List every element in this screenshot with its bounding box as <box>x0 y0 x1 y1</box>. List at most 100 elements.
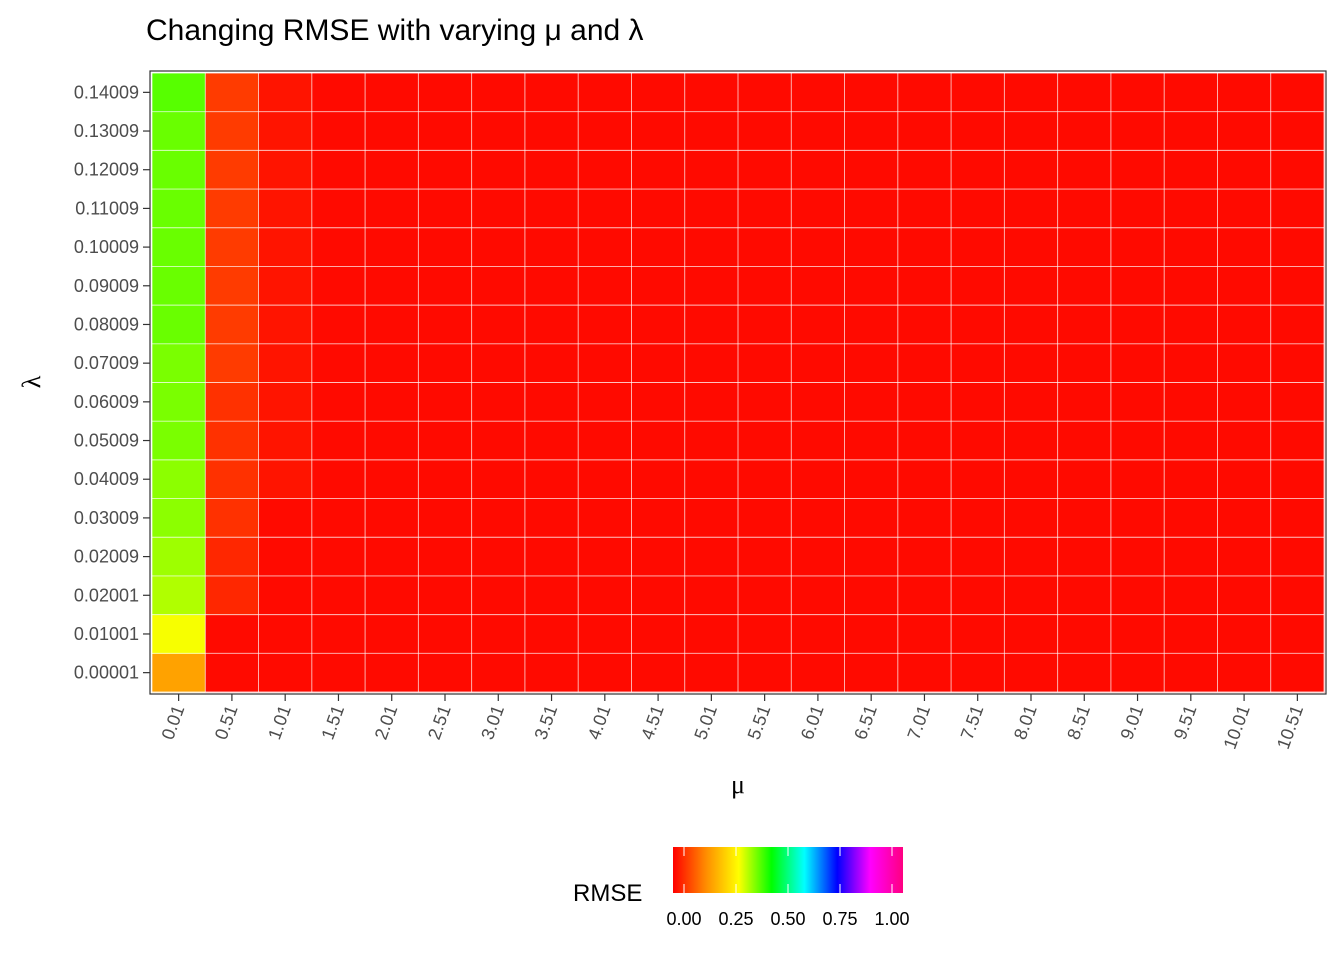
heatmap-cell <box>365 305 419 345</box>
heatmap-cell <box>897 537 952 577</box>
heatmap-cell <box>684 653 739 693</box>
heatmap-cell <box>738 111 792 151</box>
heatmap-cell <box>365 227 419 267</box>
heatmap-cell <box>471 227 526 267</box>
heatmap-cell <box>1217 653 1272 693</box>
heatmap-cell <box>1217 305 1272 345</box>
heatmap-cell <box>1004 382 1059 422</box>
heatmap-cell <box>1270 459 1325 500</box>
heatmap-cell <box>418 73 473 113</box>
heatmap-cell <box>258 150 313 190</box>
heatmap-cell <box>1270 537 1325 577</box>
heatmap-cell <box>844 459 899 500</box>
heatmap-cell <box>1004 421 1059 461</box>
heatmap-cell <box>1057 653 1112 693</box>
chart-title: Changing RMSE with varying μ and λ <box>146 14 644 47</box>
heatmap-cell <box>791 266 846 306</box>
heatmap-cell <box>258 382 313 422</box>
heatmap-cell <box>1057 614 1112 654</box>
legend-tick-label: 0.75 <box>822 909 857 929</box>
x-tick-label: 3.51 <box>531 703 562 743</box>
heatmap-cell <box>524 189 579 229</box>
heatmap-cell <box>311 227 366 267</box>
heatmap-cell <box>524 421 579 461</box>
heatmap-cell <box>1217 227 1272 267</box>
heatmap-cell <box>1164 111 1218 151</box>
heatmap-cell <box>578 305 632 345</box>
heatmap-cell <box>524 111 579 151</box>
heatmap-cell <box>897 227 952 267</box>
x-tick-label: 4.51 <box>637 703 668 743</box>
heatmap-cell <box>1004 227 1059 267</box>
heatmap-cell <box>631 111 686 151</box>
heatmap-cell <box>631 382 686 422</box>
heatmap-cell <box>152 227 206 267</box>
heatmap-cell <box>1004 189 1059 229</box>
heatmap-cell <box>684 305 739 345</box>
heatmap-cell <box>311 150 366 190</box>
heatmap-cell <box>258 575 313 616</box>
heatmap-cell <box>791 614 846 654</box>
heatmap-cell <box>738 653 792 693</box>
heatmap-cell <box>844 498 899 538</box>
heatmap-cell <box>152 111 206 151</box>
heatmap-cell <box>1164 266 1218 306</box>
heatmap-cell <box>1164 227 1218 267</box>
heatmap-cell <box>152 421 206 461</box>
grid-lines <box>151 72 1325 693</box>
heatmap-cell <box>311 343 366 383</box>
heatmap-cell <box>205 575 260 616</box>
heatmap-cell <box>418 343 473 383</box>
heatmap-cell <box>631 73 686 113</box>
heatmap-cell <box>738 266 792 306</box>
heatmap-cell <box>951 266 1005 306</box>
heatmap-cell <box>951 459 1005 500</box>
x-tick-label: 7.01 <box>903 703 934 743</box>
heatmap-cell <box>524 575 579 616</box>
heatmap-cell <box>152 73 206 113</box>
heatmap-cell <box>791 305 846 345</box>
heatmap-cell <box>152 653 206 693</box>
heatmap-cell <box>897 653 952 693</box>
heatmap-cell <box>1110 421 1165 461</box>
heatmap-cell <box>631 343 686 383</box>
heatmap-cell <box>631 421 686 461</box>
heatmap-cell <box>418 305 473 345</box>
heatmap-cell <box>578 653 632 693</box>
y-axis-ticks: 0.00001 0.01001 0.02001 0.02009 0.03009 0.040… <box>74 82 150 683</box>
heatmap-cell <box>1110 653 1165 693</box>
heatmap-cell <box>471 459 526 500</box>
heatmap-cell <box>1270 266 1325 306</box>
heatmap-cell <box>738 575 792 616</box>
heatmap-cell <box>1110 343 1165 383</box>
heatmap-cell <box>738 614 792 654</box>
heatmap-cell <box>258 189 313 229</box>
heatmap-cell <box>205 266 260 306</box>
heatmap-cell <box>791 575 846 616</box>
heatmap-cell <box>1217 614 1272 654</box>
heatmap-cell <box>1270 498 1325 538</box>
heatmap-cell <box>471 575 526 616</box>
heatmap-cell <box>791 189 846 229</box>
heatmap-cell <box>684 575 739 616</box>
heatmap-cell <box>365 343 419 383</box>
heatmap-cell <box>1110 382 1165 422</box>
heatmap-cell <box>1217 575 1272 616</box>
heatmap-cell <box>684 189 739 229</box>
heatmap-cell <box>1217 343 1272 383</box>
heatmap-cell <box>578 382 632 422</box>
heatmap-cell <box>684 343 739 383</box>
heatmap-cell <box>418 537 473 577</box>
heatmap-cell <box>684 150 739 190</box>
heatmap-cell <box>311 111 366 151</box>
heatmap-cell <box>1270 111 1325 151</box>
heatmap-cell <box>1004 150 1059 190</box>
heatmap-cell <box>844 614 899 654</box>
heatmap-cell <box>471 343 526 383</box>
heatmap-cell <box>1004 614 1059 654</box>
heatmap-cell <box>205 614 260 654</box>
heatmap-cell <box>897 498 952 538</box>
heatmap-cell <box>365 150 419 190</box>
heatmap-cell <box>738 73 792 113</box>
heatmap-cell <box>631 459 686 500</box>
